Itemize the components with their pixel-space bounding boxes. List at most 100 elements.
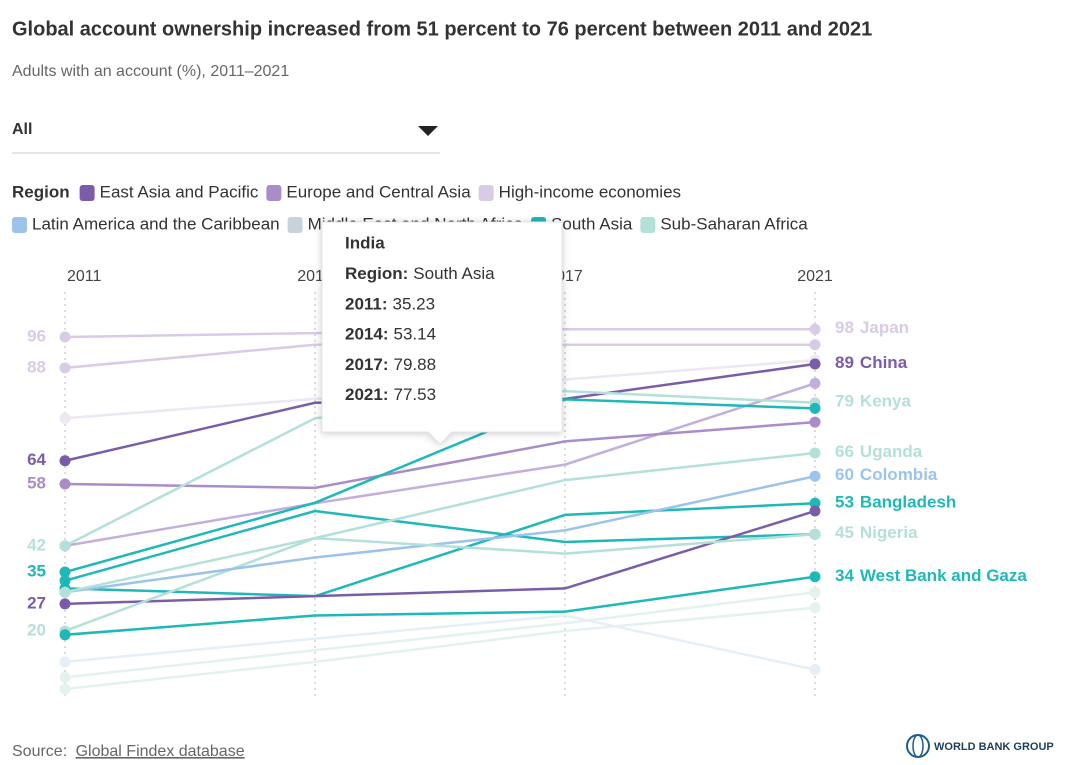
- end-point[interactable]: [59, 671, 71, 683]
- end-point[interactable]: [59, 575, 71, 587]
- end-point[interactable]: [809, 571, 821, 583]
- end-name: Nigeria: [860, 524, 918, 543]
- end-point[interactable]: [59, 566, 71, 578]
- logo-globe: [906, 734, 930, 758]
- end-point[interactable]: [59, 598, 71, 610]
- end-value: 60: [835, 466, 854, 485]
- end-value: 79: [835, 392, 854, 411]
- legend-label[interactable]: Europe and Central Asia: [286, 182, 471, 201]
- end-point[interactable]: [59, 455, 71, 467]
- legend-label[interactable]: Latin America and the Caribbean: [32, 214, 280, 233]
- series-line[interactable]: [64, 420, 816, 490]
- legend-swatch[interactable]: [79, 185, 95, 201]
- end-point[interactable]: [809, 402, 821, 414]
- series-line[interactable]: [64, 532, 816, 594]
- legend-label[interactable]: East Asia and Pacific: [100, 182, 259, 201]
- tooltip-key: 2011:: [345, 295, 388, 314]
- start-label: 20: [27, 620, 46, 639]
- legend-swatch[interactable]: [266, 185, 282, 201]
- legend-swatch[interactable]: [640, 217, 656, 233]
- series-line[interactable]: [64, 474, 816, 594]
- end-point[interactable]: [59, 331, 71, 343]
- legend-swatch[interactable]: [478, 185, 494, 201]
- start-label: 96: [27, 326, 46, 345]
- year-label: 2011: [67, 268, 102, 285]
- end-point[interactable]: [809, 447, 821, 459]
- end-label: 79 Kenya: [835, 392, 911, 411]
- tooltip-key: 2017:: [345, 355, 388, 374]
- tooltip-row: 2014: 53.14: [345, 325, 436, 344]
- legend-item[interactable]: Sub-Saharan Africa: [640, 214, 808, 233]
- end-value: 34: [835, 566, 854, 585]
- start-label: 64: [27, 450, 46, 469]
- legend-label[interactable]: Sub-Saharan Africa: [660, 214, 808, 233]
- end-point[interactable]: [59, 478, 71, 490]
- source-label: Source:: [12, 743, 67, 760]
- logo-text: WORLD BANK GROUP: [934, 741, 1054, 753]
- series-line[interactable]: [64, 509, 816, 606]
- start-label: 42: [27, 535, 46, 554]
- tooltip-key: Region:: [345, 264, 408, 283]
- series-line[interactable]: [64, 382, 816, 548]
- legend-item[interactable]: Latin America and the Caribbean: [12, 214, 280, 233]
- legend-label[interactable]: South Asia: [551, 214, 633, 233]
- end-point[interactable]: [809, 323, 821, 335]
- end-name: Japan: [860, 319, 909, 338]
- legend-item[interactable]: Europe and Central Asia: [266, 182, 471, 201]
- tooltip-row: 2021: 77.53: [345, 386, 436, 405]
- dropdown-value[interactable]: All: [12, 121, 32, 138]
- end-point[interactable]: [809, 339, 821, 351]
- end-name: Bangladesh: [860, 493, 956, 512]
- series-line[interactable]: [64, 575, 816, 637]
- series-line[interactable]: [64, 591, 816, 679]
- series-line[interactable]: [64, 502, 816, 598]
- end-point[interactable]: [809, 664, 821, 676]
- legend-item[interactable]: East Asia and Pacific: [79, 182, 259, 201]
- end-label: 98 Japan: [835, 319, 909, 338]
- end-point[interactable]: [59, 656, 71, 668]
- series-line[interactable]: [64, 509, 816, 582]
- series-line[interactable]: [64, 606, 816, 691]
- end-point[interactable]: [59, 412, 71, 424]
- end-point[interactable]: [809, 358, 821, 370]
- legend-item[interactable]: High-income economies: [478, 182, 681, 201]
- source-link[interactable]: Global Findex database: [76, 743, 245, 760]
- end-point[interactable]: [59, 683, 71, 695]
- tooltip-value: 53.14: [393, 325, 436, 344]
- series-line[interactable]: [64, 614, 816, 671]
- legend-label[interactable]: High-income economies: [499, 182, 681, 201]
- end-point[interactable]: [59, 586, 71, 598]
- end-point[interactable]: [809, 377, 821, 389]
- end-value: 66: [835, 442, 854, 461]
- dropdown-arrow[interactable]: [418, 126, 438, 136]
- chart-title: Global account ownership increased from …: [12, 18, 872, 40]
- dropdown[interactable]: All: [12, 121, 440, 154]
- legend-swatch[interactable]: [12, 217, 27, 233]
- tooltip-key: 2014:: [345, 325, 388, 344]
- end-value: 89: [835, 354, 854, 373]
- series-line[interactable]: [64, 451, 816, 633]
- end-point[interactable]: [809, 470, 821, 482]
- end-point[interactable]: [809, 416, 821, 428]
- end-point[interactable]: [59, 540, 71, 552]
- tooltip-box: [321, 221, 563, 445]
- legend-swatch[interactable]: [287, 217, 303, 233]
- series-line[interactable]: [64, 398, 816, 574]
- end-point[interactable]: [59, 362, 71, 374]
- end-point[interactable]: [809, 497, 821, 509]
- end-point[interactable]: [809, 586, 821, 598]
- end-point[interactable]: [59, 629, 71, 641]
- tooltip-value: 35.23: [393, 295, 436, 314]
- source: Source: Global Findex database: [12, 743, 245, 760]
- tooltip-value: 79.88: [393, 355, 436, 374]
- tooltip-row: 2017: 79.88: [345, 355, 436, 374]
- end-name: Colombia: [860, 466, 938, 485]
- end-label: 60 Colombia: [835, 466, 938, 485]
- end-point[interactable]: [809, 505, 821, 517]
- tooltip-value: South Asia: [413, 264, 495, 283]
- end-point[interactable]: [809, 602, 821, 614]
- end-point[interactable]: [809, 528, 821, 540]
- tooltip-key: 2021:: [345, 386, 388, 405]
- tooltip-row: 2011: 35.23: [345, 295, 435, 314]
